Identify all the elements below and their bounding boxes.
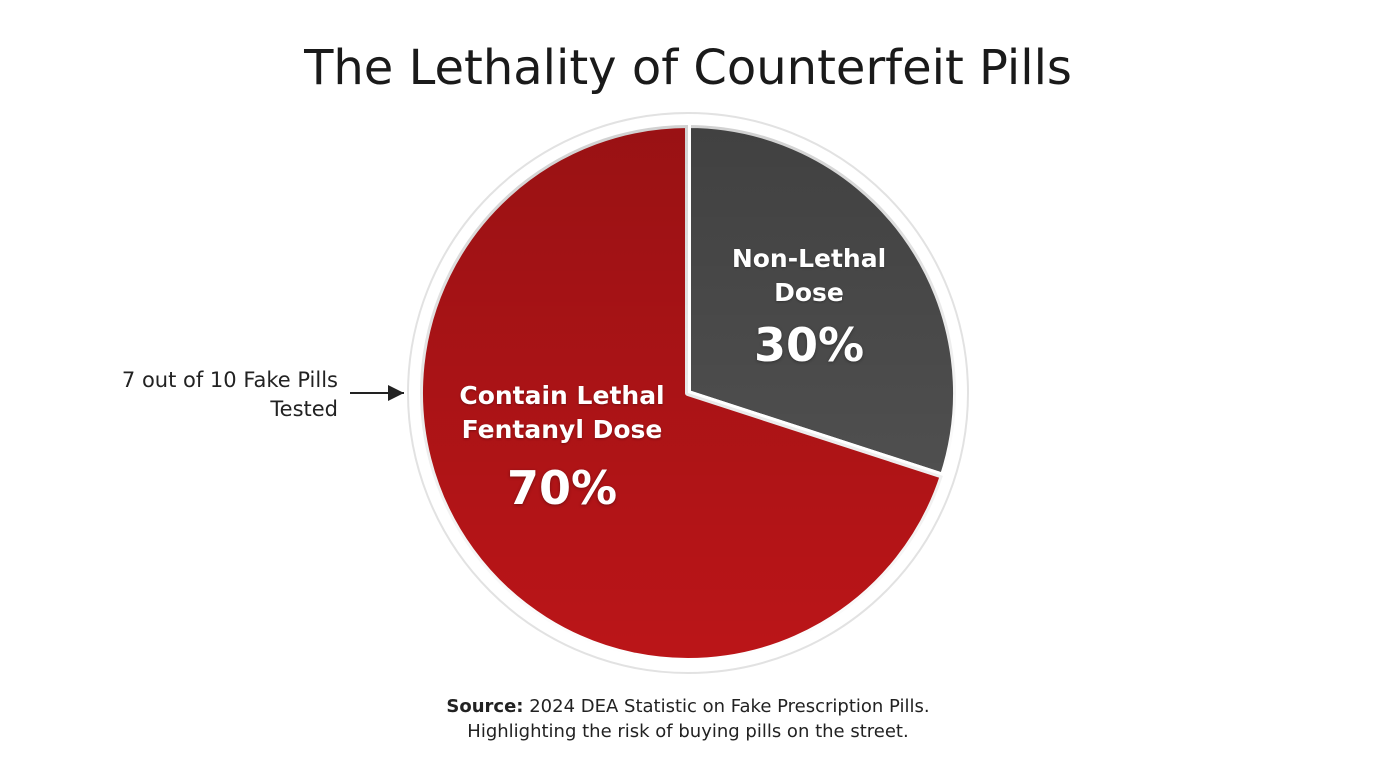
- source-line: Source: 2024 DEA Statistic on Fake Presc…: [0, 696, 1376, 717]
- source-text: 2024 DEA Statistic on Fake Prescription …: [529, 696, 930, 717]
- slice-label: Contain Lethal Fentanyl Dose: [459, 381, 665, 444]
- caption: Highlighting the risk of buying pills on…: [467, 721, 909, 742]
- slice-value-label: 70%: [506, 461, 618, 515]
- chart-title: The Lethality of Counterfeit Pills: [304, 40, 1072, 96]
- source-label: Source:: [446, 696, 524, 717]
- slice-label: Non-Lethal Dose: [731, 244, 887, 307]
- annotation: 7 out of 10 Fake Pills Tested: [121, 368, 338, 421]
- slice-value-label: 30%: [753, 318, 865, 372]
